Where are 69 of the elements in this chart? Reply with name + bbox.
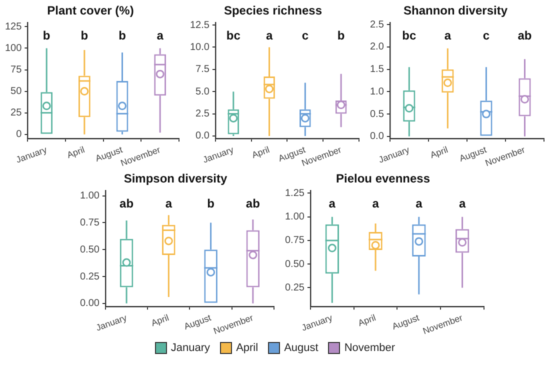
chart-title: Pielou evenness <box>336 172 430 186</box>
chart-title: Species richness <box>224 4 322 18</box>
x-tick-label: April <box>356 312 378 328</box>
annotation: c <box>302 28 309 43</box>
y-tick-label: 75 <box>10 64 22 76</box>
y-tick-label: 1.00 <box>80 190 100 202</box>
y-tick-label: 125 <box>4 21 22 32</box>
y-tick-label: 2.0 <box>370 42 384 53</box>
annotation: a <box>416 196 423 211</box>
y-tick-label: 1.25 <box>284 188 305 199</box>
legend-label: January <box>170 342 210 354</box>
x-tick-label: January <box>377 144 412 165</box>
y-tick-label: 0.0 <box>370 131 384 142</box>
y-tick-label: 1.00 <box>284 212 305 223</box>
annotation: a <box>372 196 380 211</box>
y-tick-label: 50 <box>10 86 22 98</box>
annotation: a <box>266 28 273 43</box>
y-tick-label: 0.00 <box>80 298 100 310</box>
y-tick-label: 0.25 <box>284 282 305 294</box>
annotation: a <box>328 196 336 211</box>
legend-label: November <box>344 342 396 354</box>
x-tick-label: January <box>14 144 49 165</box>
annotation: bc <box>402 28 416 43</box>
x-tick-label: August <box>390 312 421 332</box>
annotation: b <box>118 28 126 43</box>
annotation: a <box>165 196 172 211</box>
y-tick-label: 0.50 <box>80 244 100 256</box>
chart-title: Simpson diversity <box>124 172 228 186</box>
y-tick-label: 12.5 <box>190 20 210 31</box>
chart-title: Plant cover (%) <box>47 4 134 18</box>
y-tick-label: 0.0 <box>196 130 210 142</box>
annotation: ab <box>246 196 260 211</box>
x-tick-label: April <box>250 144 271 160</box>
y-tick-label: 0.5 <box>370 108 384 120</box>
y-tick-label: 0.25 <box>80 271 100 282</box>
chart-title: Shannon diversity <box>403 4 508 18</box>
y-tick-label: 1.0 <box>370 86 384 98</box>
y-tick-label: 2.5 <box>370 19 384 30</box>
annotation: ab <box>518 28 532 43</box>
annotation: a <box>458 196 466 211</box>
annotation: b <box>80 28 88 43</box>
y-tick-label: 100 <box>4 42 22 54</box>
y-tick-label: 7.5 <box>196 64 210 76</box>
annotation: b <box>42 28 50 43</box>
x-tick-label: April <box>428 144 450 160</box>
y-tick-label: 5.0 <box>196 86 210 98</box>
x-tick-label: January <box>300 312 334 333</box>
legend-label: April <box>236 342 258 354</box>
annotation: b <box>207 196 214 211</box>
y-tick-label: 10.0 <box>190 42 210 53</box>
annotation: bc <box>226 28 241 43</box>
x-tick-label: April <box>150 312 170 328</box>
annotation: ab <box>120 196 134 211</box>
annotation: a <box>156 28 164 43</box>
y-tick-label: 1.5 <box>370 64 384 76</box>
x-tick-label: April <box>66 144 86 160</box>
y-tick-label: 25 <box>10 108 22 119</box>
y-tick-label: 2.5 <box>196 108 210 120</box>
x-tick-label: January <box>201 144 236 165</box>
x-tick-label: January <box>94 312 129 333</box>
y-tick-label: 0 <box>16 129 22 140</box>
x-tick-label: August <box>182 312 213 332</box>
y-tick-label: 0.75 <box>284 235 305 246</box>
y-tick-label: 0.75 <box>80 217 100 228</box>
legend-label: August <box>284 342 318 354</box>
annotation: b <box>337 28 345 43</box>
annotation: a <box>444 28 452 43</box>
annotation: c <box>482 28 490 43</box>
y-tick-label: 0.50 <box>284 258 305 270</box>
